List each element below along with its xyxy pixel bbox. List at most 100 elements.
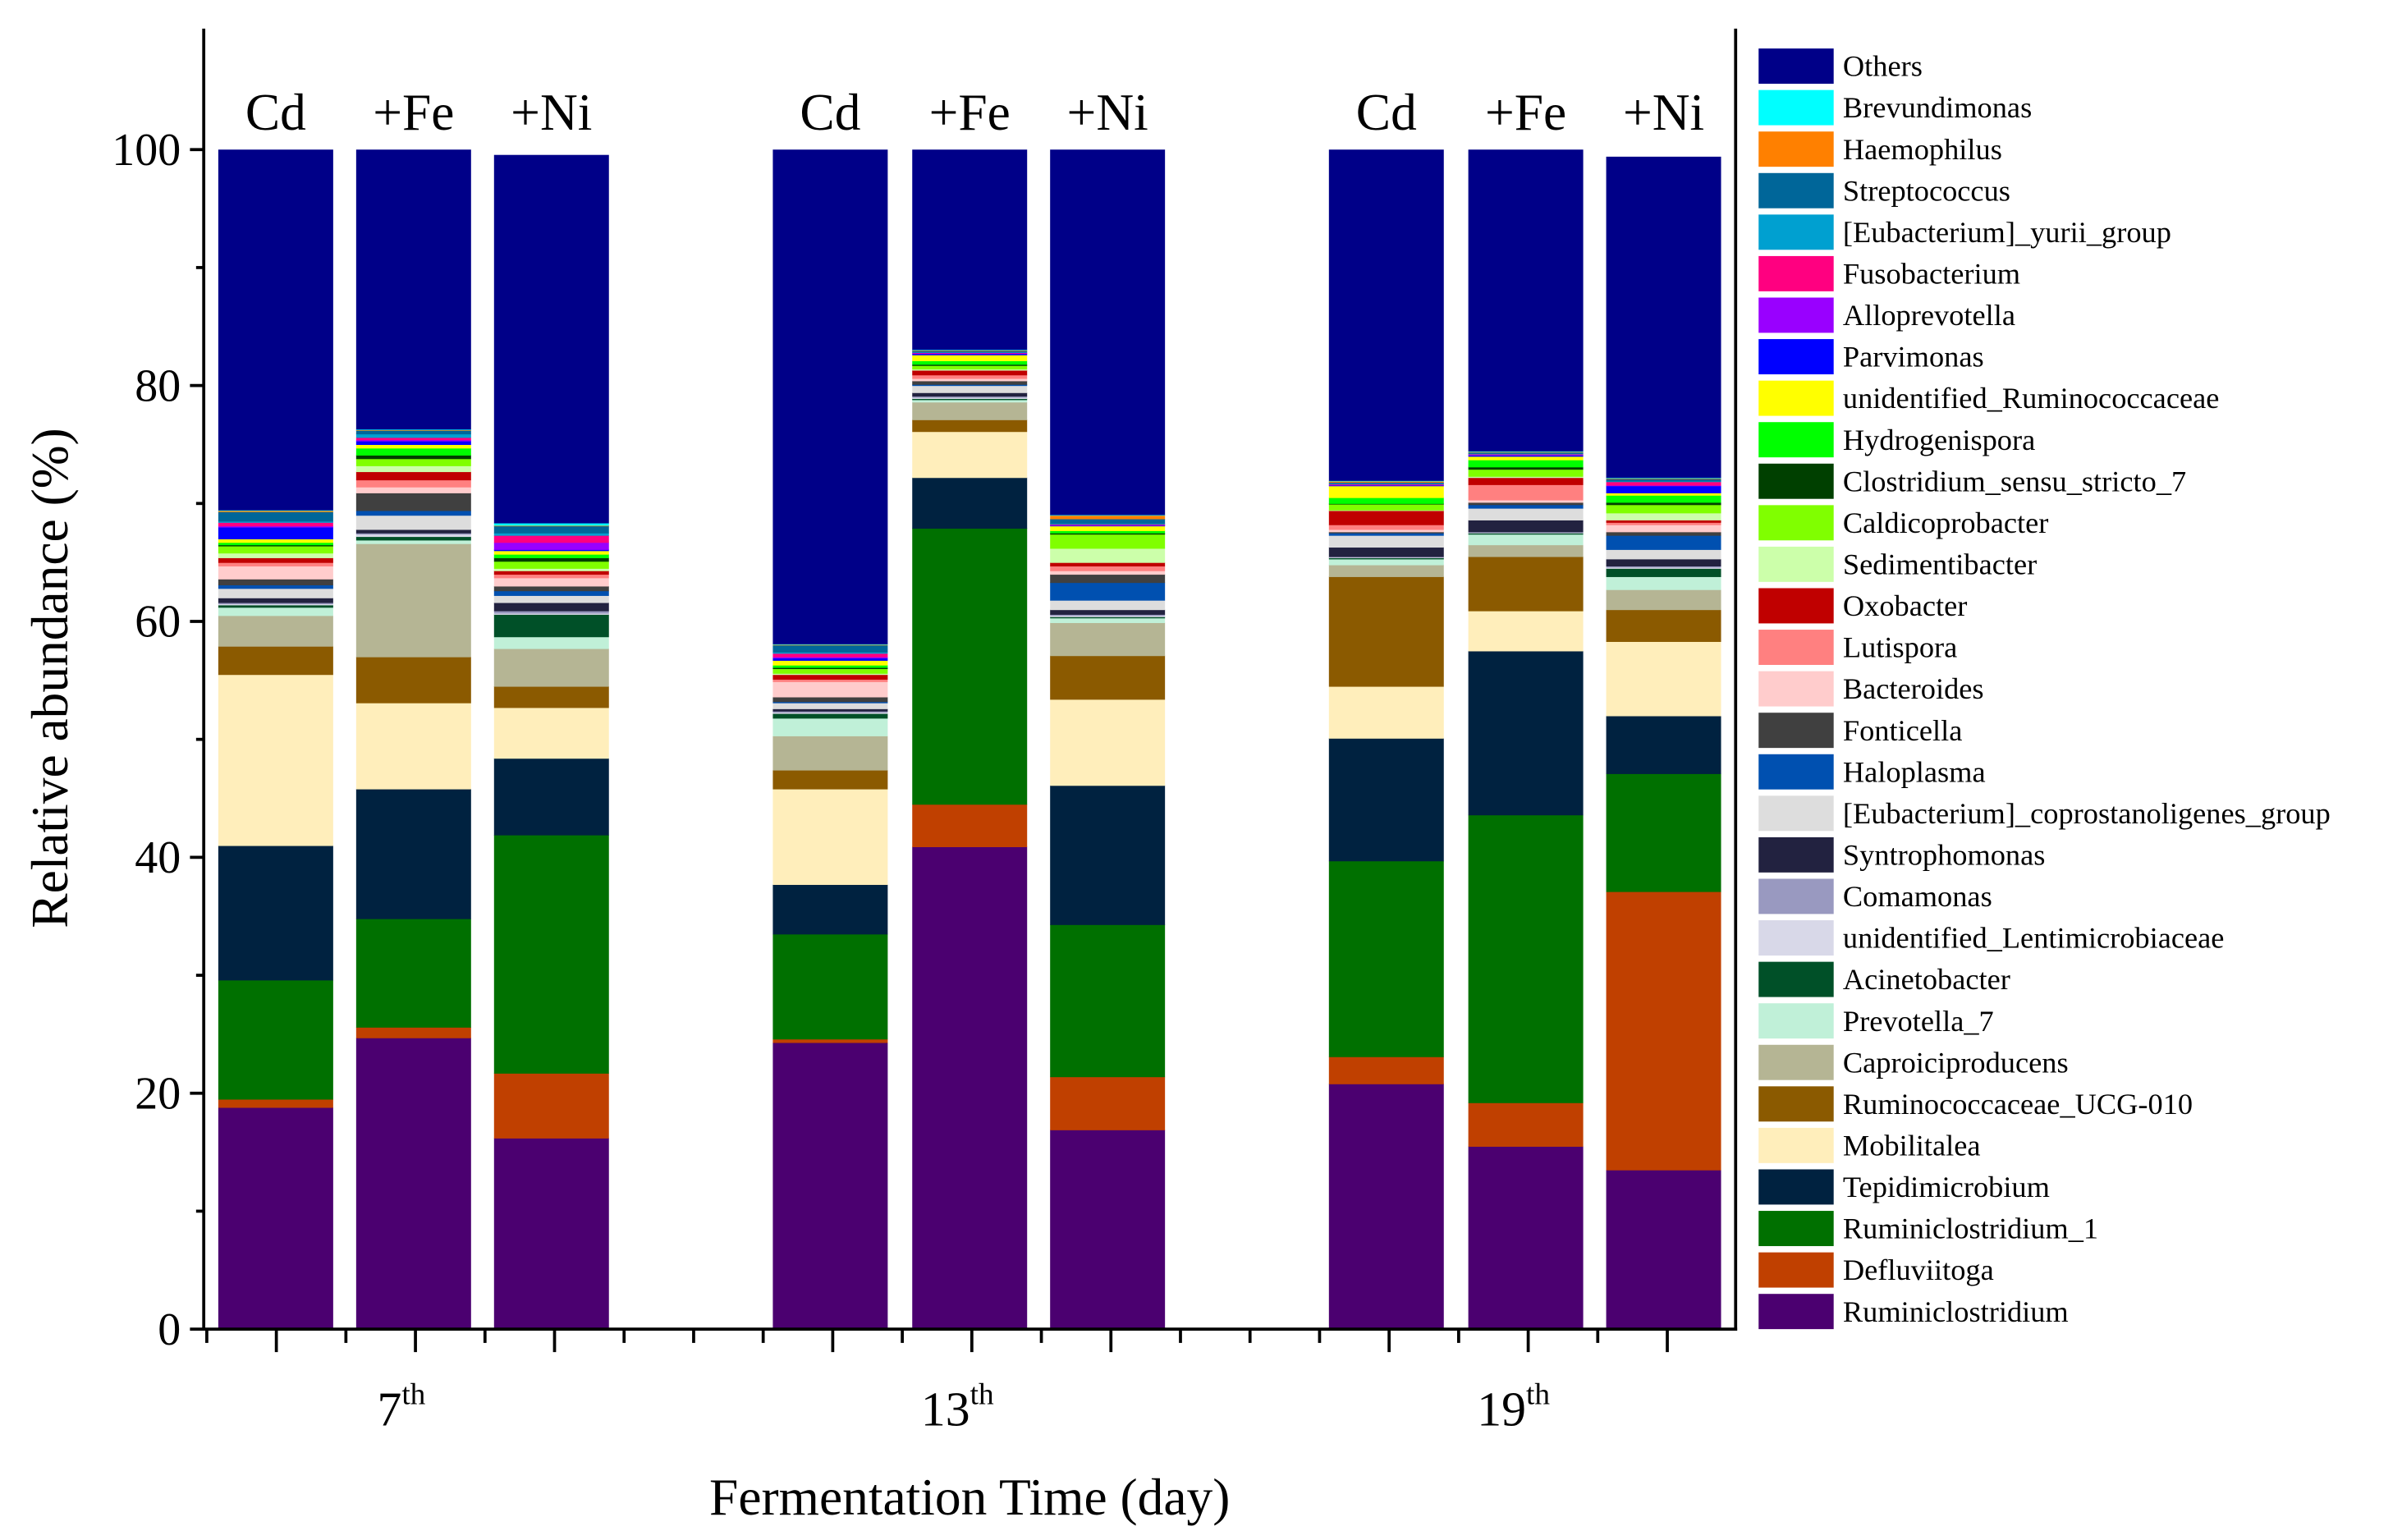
- bar-segment: [1050, 525, 1166, 531]
- bar-stack: [1468, 149, 1584, 1330]
- bar-segment: [912, 353, 1028, 355]
- legend-label: Sedimentibacter: [1843, 548, 2037, 581]
- bar-segment: [912, 360, 1028, 365]
- bar-segment: [1606, 558, 1721, 567]
- bar-segment: [218, 546, 333, 554]
- bar-stack: [355, 149, 471, 1330]
- bar-segment: [772, 696, 888, 703]
- bar-segment: [772, 681, 888, 698]
- bar-segment: [1468, 534, 1584, 546]
- legend-item: Hydrogenispora: [1758, 422, 2035, 458]
- bar-segment: [1468, 466, 1584, 470]
- legend-label: Oxobacter: [1843, 589, 1968, 622]
- bar-segment: [493, 525, 609, 534]
- bar-segment: [355, 441, 471, 446]
- bar-segment: [1468, 520, 1584, 533]
- bar-segment: [1468, 1102, 1584, 1147]
- bar-segment: [218, 1098, 333, 1108]
- x-axis-title: Fermentation Time (day): [709, 1468, 1230, 1526]
- bar-segment: [772, 644, 888, 646]
- bar-segment: [355, 487, 471, 493]
- bar-segment: [1606, 481, 1721, 486]
- bar-segment: [772, 713, 888, 719]
- bar-segment: [1468, 611, 1584, 652]
- legend-swatch: [1758, 505, 1834, 541]
- bar-segment: [355, 455, 471, 460]
- bar-segment: [772, 665, 888, 668]
- bar-segment: [355, 458, 471, 466]
- bar-segment: [218, 544, 333, 547]
- bar-segment: [355, 657, 471, 704]
- legend-label: unidentified_Lentimicrobiaceae: [1843, 922, 2225, 955]
- bar-segment: [218, 1107, 333, 1330]
- bar-segment: [1050, 616, 1166, 619]
- y-tick-label: 60: [135, 597, 181, 648]
- bar-segment: [1606, 609, 1721, 642]
- bar-segment: [493, 523, 609, 526]
- bar-segment: [218, 566, 333, 580]
- bar-segment: [355, 479, 471, 488]
- bar-segment: [912, 398, 1028, 401]
- bar-segment: [1606, 504, 1721, 514]
- legend-item: unidentified_Lentimicrobiaceae: [1758, 920, 2224, 956]
- bar-segment: [1050, 530, 1166, 534]
- bar-segment: [218, 604, 333, 608]
- legend-item: Bacteroides: [1758, 671, 1984, 707]
- bar-segment: [1050, 534, 1166, 549]
- bar-segment: [772, 770, 888, 790]
- bar-segment: [1328, 860, 1444, 1057]
- bar-segment: [493, 525, 609, 527]
- bar-segment: [1328, 557, 1444, 558]
- bar-segment: [1468, 532, 1584, 534]
- legend-item: Parvimonas: [1758, 339, 1984, 374]
- bar-segment: [1328, 686, 1444, 739]
- bar-segment: [355, 919, 471, 1028]
- legend-item: Clostridium_sensu_stricto_7: [1758, 463, 2186, 499]
- legend-item: Ruminococcaceae_UCG-010: [1758, 1086, 2193, 1122]
- bar-segment: [355, 444, 471, 449]
- legend-item: Syntrophomonas: [1758, 836, 2046, 873]
- legend-swatch: [1758, 1169, 1834, 1205]
- legend-item: Haemophilus: [1758, 131, 2002, 167]
- legend-item: Lutispora: [1758, 630, 1957, 665]
- bar-segment: [493, 649, 609, 687]
- bar-segment: [218, 510, 333, 512]
- bar-segment: [355, 1027, 471, 1038]
- legend-label: Syntrophomonas: [1843, 839, 2046, 872]
- bar-segment: [1328, 531, 1444, 534]
- legend-label: Streptococcus: [1843, 174, 2010, 207]
- bar-segment: [355, 437, 471, 441]
- bar-segment: [772, 652, 888, 654]
- bar-segment: [1328, 484, 1444, 486]
- bar-segment: [1468, 455, 1584, 457]
- bar-segment: [1328, 1056, 1444, 1084]
- legend-label: Fonticella: [1843, 714, 1962, 747]
- legend-item: unidentified_Ruminococcaceae: [1758, 380, 2219, 416]
- bar-segment: [912, 351, 1028, 353]
- bar-segment: [1468, 149, 1584, 451]
- bar-labels: Cd +Fe +Ni Cd +Fe +Ni Cd +Fe +Ni: [245, 83, 1704, 141]
- bar-segment: [1606, 566, 1721, 569]
- bar-segment: [218, 527, 333, 539]
- bar-stack: [493, 154, 609, 1330]
- bar-segment: [493, 561, 609, 569]
- legend-swatch: [1758, 1086, 1834, 1122]
- bar-segment: [772, 717, 888, 736]
- bar-stack: [772, 149, 888, 1330]
- bar-segment: [1606, 520, 1721, 523]
- bar-segment: [218, 588, 333, 598]
- legend-swatch: [1758, 89, 1834, 126]
- group-day: 7: [377, 1382, 401, 1437]
- bar-segment: [912, 369, 1028, 376]
- bar-segment: [1468, 477, 1584, 485]
- bar-segment: [355, 534, 471, 538]
- bar-segment: [1050, 515, 1166, 520]
- legend-swatch: [1758, 214, 1834, 250]
- bar-segment: [1468, 508, 1584, 520]
- bar-segment: [1050, 548, 1166, 563]
- bar-segment: [493, 1073, 609, 1139]
- bar-segment: [355, 465, 471, 473]
- bar-segment: [1606, 549, 1721, 560]
- bar-segment: [355, 471, 471, 481]
